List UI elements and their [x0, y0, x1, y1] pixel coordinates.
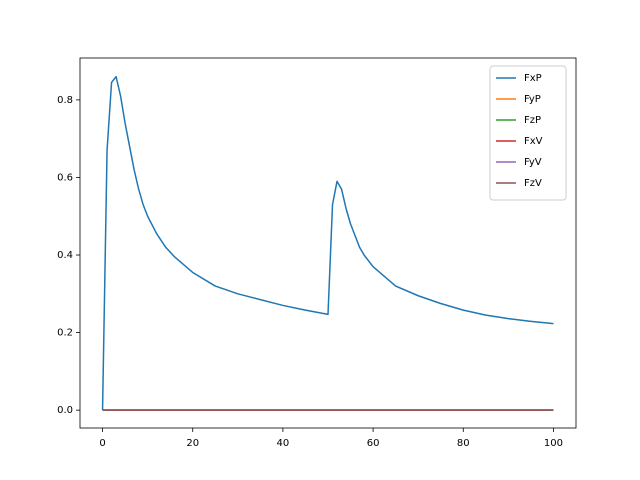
x-tick-label: 100 [544, 438, 563, 449]
legend-label: FzV [524, 178, 542, 189]
y-tick-label: 0.8 [57, 95, 73, 106]
series-line [101, 75, 554, 411]
x-tick-label: 0 [99, 438, 105, 449]
x-tick-label: 40 [277, 438, 290, 449]
y-tick-label: 0.2 [57, 328, 73, 339]
legend-label: FxV [524, 136, 543, 147]
y-tick-label: 0.6 [57, 172, 73, 183]
y-tick-label: 0.4 [57, 250, 73, 261]
legend-label: FyV [524, 157, 542, 168]
legend-label: FyP [524, 94, 541, 105]
plot-frame [79, 57, 577, 429]
legend-label: FxP [524, 73, 542, 84]
y-tick-label: 0.0 [57, 405, 73, 416]
x-tick-label: 80 [457, 438, 470, 449]
x-tick-label: 20 [186, 438, 199, 449]
x-tick-label: 60 [367, 438, 380, 449]
legend-label: FzP [524, 115, 541, 126]
